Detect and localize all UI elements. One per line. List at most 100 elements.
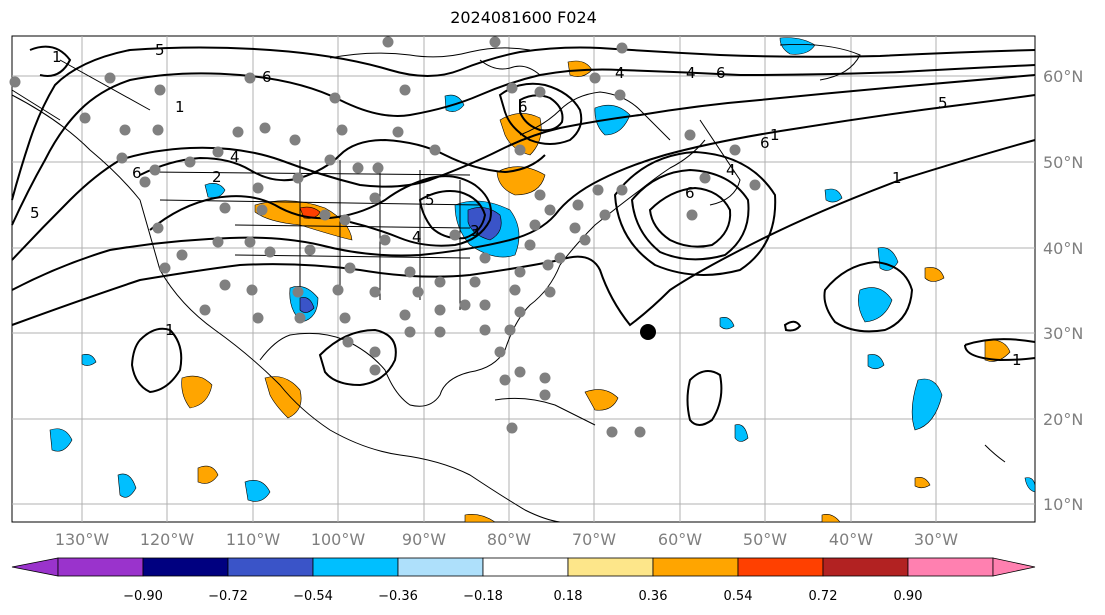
contour-label: 3 bbox=[470, 222, 480, 240]
contour-label: 1 bbox=[892, 169, 902, 187]
map-title: 2024081600 F024 bbox=[450, 8, 597, 27]
contour-label: 6 bbox=[760, 134, 770, 152]
storm-center-marker bbox=[640, 324, 656, 340]
colorbar bbox=[11, 557, 1036, 577]
contour-label: 6 bbox=[132, 164, 142, 182]
colorbar-segment bbox=[57, 557, 144, 577]
lat-label: 30°N bbox=[1043, 324, 1083, 343]
colorbar-segment bbox=[907, 557, 994, 577]
colorbar-ticks: −0.90 −0.72 −0.54 −0.36 −0.18 0.18 0.36 … bbox=[123, 589, 922, 604]
colorbar-tick-label: −0.18 bbox=[463, 589, 503, 604]
contour-labels: 1 5 6 4 6 5 4 6 5 1 2 4 6 5 4 3 6 1 1 1 … bbox=[30, 41, 1022, 369]
anomaly-orange bbox=[984, 339, 1011, 362]
colorbar-extend-low bbox=[11, 557, 59, 577]
lon-label: 90°W bbox=[402, 530, 446, 549]
anomaly-blue bbox=[594, 104, 631, 136]
anomaly-blue bbox=[734, 424, 749, 442]
anomaly-blue bbox=[117, 473, 137, 498]
contour-label: 6 bbox=[262, 68, 272, 86]
colorbar-extend-high bbox=[992, 557, 1036, 577]
colorbar-segment bbox=[822, 557, 909, 577]
anomaly-orange bbox=[496, 166, 546, 196]
anomaly-orange bbox=[181, 375, 213, 409]
lon-label: 60°W bbox=[658, 530, 702, 549]
contour-label: 6 bbox=[518, 98, 528, 116]
contour-label: 4 bbox=[412, 228, 422, 246]
colorbar-segment bbox=[652, 557, 739, 577]
anomaly-blue bbox=[49, 428, 73, 452]
anomaly-blue bbox=[858, 287, 893, 323]
contour-label: 4 bbox=[230, 148, 240, 166]
anomaly-blue bbox=[244, 480, 271, 502]
lon-label: 80°W bbox=[487, 530, 531, 549]
colorbar-segment bbox=[312, 557, 399, 577]
lon-label: 50°W bbox=[743, 530, 787, 549]
anomaly-orange bbox=[924, 267, 945, 282]
colorbar-tick-label: 0.54 bbox=[724, 589, 753, 604]
map-panel: 1 5 6 4 6 5 4 6 5 1 2 4 6 5 4 3 6 1 1 1 … bbox=[9, 35, 1036, 523]
anomaly-orange bbox=[821, 514, 841, 523]
contour-label: 2 bbox=[212, 168, 222, 186]
shaded-anomalies bbox=[49, 37, 1036, 523]
anomaly-blue bbox=[867, 354, 885, 370]
lat-label: 50°N bbox=[1043, 153, 1083, 172]
anomaly-blue bbox=[444, 94, 465, 112]
lon-label: 120°W bbox=[140, 530, 195, 549]
anomaly-blue bbox=[877, 247, 899, 271]
colorbar-segment bbox=[227, 557, 314, 577]
lon-label: 70°W bbox=[572, 530, 616, 549]
colorbar-tick-label: −0.72 bbox=[208, 589, 248, 604]
lon-label: 100°W bbox=[311, 530, 366, 549]
lon-label: 110°W bbox=[226, 530, 281, 549]
longitude-labels: 130°W 120°W 110°W 100°W 90°W 80°W 70°W 6… bbox=[55, 530, 958, 549]
contour-label: 5 bbox=[30, 204, 40, 222]
anomaly-blue bbox=[719, 317, 735, 330]
contour-label: 1 bbox=[175, 98, 185, 116]
anomaly-orange bbox=[584, 389, 619, 411]
contour-label: 6 bbox=[685, 184, 695, 202]
colorbar-tick-label: 0.90 bbox=[894, 589, 923, 604]
colorbar-segment bbox=[482, 557, 569, 577]
contour-label: 1 bbox=[1012, 351, 1022, 369]
lat-label: 40°N bbox=[1043, 239, 1083, 258]
lon-label: 30°W bbox=[914, 530, 958, 549]
contour-label: 5 bbox=[938, 94, 948, 112]
contour-label: 1 bbox=[770, 126, 780, 144]
colorbar-segment bbox=[567, 557, 654, 577]
latitude-labels: 60°N 50°N 40°N 30°N 20°N 10°N bbox=[1043, 67, 1083, 514]
colorbar-tick-label: −0.90 bbox=[123, 589, 163, 604]
contour-lines bbox=[11, 45, 1036, 426]
contour-label: 1 bbox=[52, 48, 62, 66]
colorbar-segment bbox=[142, 557, 229, 577]
contour-label: 1 bbox=[165, 321, 175, 339]
anomaly-blue bbox=[1024, 477, 1036, 493]
colorbar-segment bbox=[397, 557, 484, 577]
lon-label: 130°W bbox=[55, 530, 110, 549]
lon-label: 40°W bbox=[829, 530, 873, 549]
lat-label: 20°N bbox=[1043, 410, 1083, 429]
colorbar-tick-label: 0.18 bbox=[554, 589, 583, 604]
anomaly-darkblue bbox=[299, 297, 315, 313]
anomaly-blue bbox=[911, 378, 943, 431]
contour-label: 4 bbox=[726, 161, 736, 179]
anomaly-orange bbox=[464, 514, 496, 523]
contour-label: 4 bbox=[686, 64, 696, 82]
anomaly-blue bbox=[81, 354, 97, 366]
colorbar-tick-label: −0.36 bbox=[378, 589, 418, 604]
anomaly-blue bbox=[779, 37, 816, 55]
colorbar-tick-label: 0.72 bbox=[809, 589, 838, 604]
anomaly-orange bbox=[914, 477, 931, 489]
anomaly-blue bbox=[824, 188, 843, 203]
colorbar-segment bbox=[737, 557, 824, 577]
lat-label: 60°N bbox=[1043, 67, 1083, 86]
contour-label: 5 bbox=[425, 191, 435, 209]
contour-label: 6 bbox=[716, 64, 726, 82]
colorbar-tick-label: 0.36 bbox=[639, 589, 668, 604]
colorbar-tick-label: −0.54 bbox=[293, 589, 333, 604]
station-markers bbox=[9, 36, 761, 438]
lat-label: 10°N bbox=[1043, 495, 1083, 514]
contour-label: 4 bbox=[615, 64, 625, 82]
contour-label: 5 bbox=[155, 41, 165, 59]
anomaly-orange bbox=[197, 465, 219, 484]
